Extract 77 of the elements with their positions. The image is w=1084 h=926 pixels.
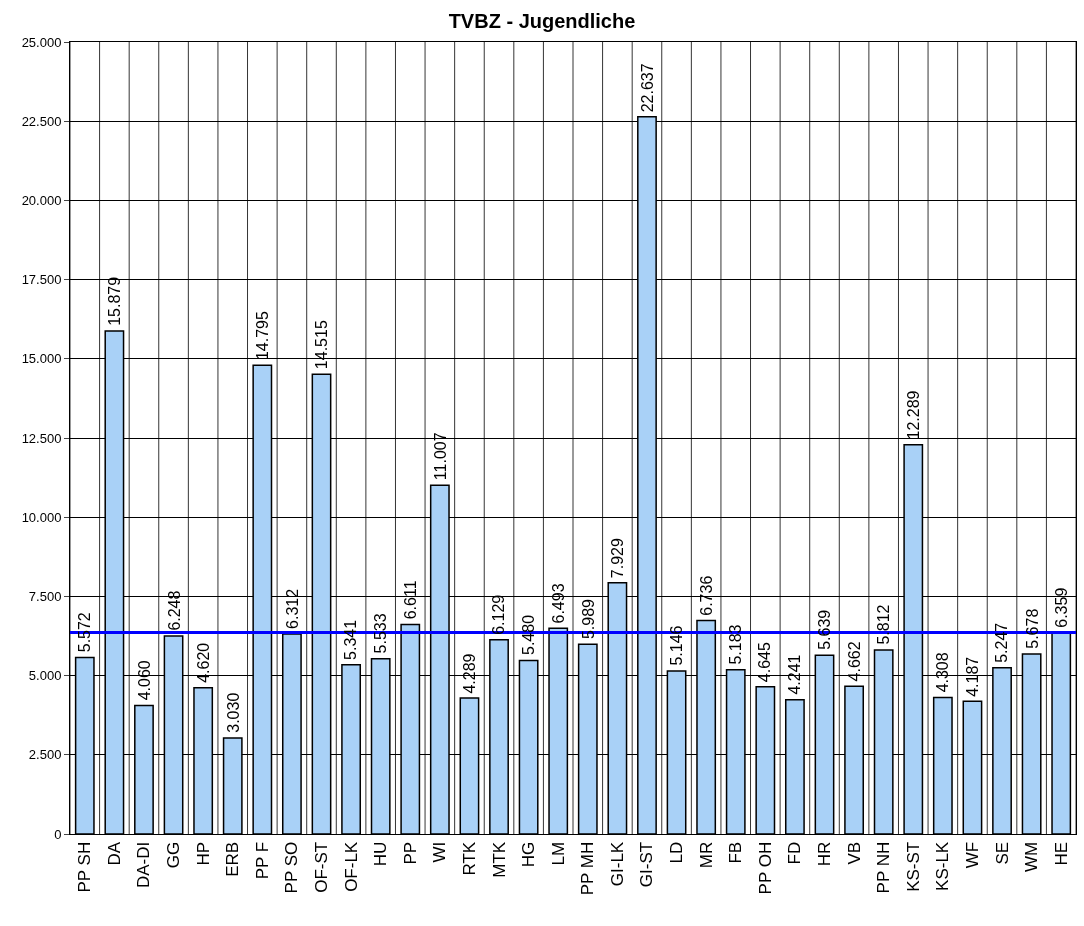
data-label: 3.030 <box>224 692 242 733</box>
data-label: 5.146 <box>667 625 685 666</box>
x-tick-label: HU <box>371 841 391 867</box>
data-label: 15.879 <box>105 276 123 326</box>
x-tick-label: KS-ST <box>903 841 923 892</box>
data-label: 6.359 <box>1052 587 1070 628</box>
y-tick-label: 2.500 <box>28 747 62 763</box>
x-tick-label: LM <box>548 841 568 866</box>
data-label: 4.060 <box>135 660 153 701</box>
data-label: 6.248 <box>165 590 183 631</box>
data-label: 7.929 <box>608 538 626 579</box>
y-tick-label: 7.500 <box>28 588 62 604</box>
data-label: 6.736 <box>697 575 715 616</box>
data-label: 6.312 <box>283 588 301 629</box>
x-tick-label: OF-ST <box>312 841 332 893</box>
x-tick-label: PP MH <box>578 841 598 896</box>
x-tick-label: PP SO <box>282 841 302 894</box>
data-label: 5.533 <box>371 613 389 654</box>
x-tick-label: MR <box>696 841 716 869</box>
data-label: 5.341 <box>342 619 360 660</box>
x-tick-label: HP <box>193 841 213 866</box>
data-label: 12.289 <box>905 390 923 440</box>
y-tick-label: 25.000 <box>21 34 62 50</box>
x-tick-label: HE <box>1051 841 1071 866</box>
x-tick-label: HR <box>815 841 835 867</box>
data-label: 5.247 <box>993 622 1011 663</box>
y-tick-label: 5.000 <box>28 668 62 684</box>
x-tick-label: PP NH <box>874 841 894 894</box>
x-tick-label: WI <box>430 841 450 863</box>
x-tick-label: FB <box>726 841 746 864</box>
x-tick-label: KS-LK <box>933 841 953 891</box>
x-tick-label: DA <box>104 841 124 866</box>
data-label: 4.308 <box>934 652 952 693</box>
y-tick-label: 12.500 <box>21 430 62 446</box>
x-tick-label: HG <box>519 841 539 868</box>
x-tick-label: PP <box>400 841 420 865</box>
y-tick-label: 10.000 <box>21 509 62 525</box>
data-label: 14.795 <box>253 311 271 361</box>
data-label: 5.480 <box>520 614 538 656</box>
data-label: 4.187 <box>964 656 982 697</box>
x-tick-label: ERB <box>223 841 243 877</box>
data-label: 5.989 <box>579 598 597 640</box>
x-tick-label: SE <box>992 841 1012 865</box>
x-tick-label: FD <box>785 841 805 865</box>
data-label: 14.515 <box>312 320 330 370</box>
y-tick-label: 20.000 <box>21 192 62 208</box>
data-label: 4.620 <box>194 642 212 683</box>
data-label: 5.678 <box>1023 608 1041 649</box>
y-tick-label: 15.000 <box>21 351 62 367</box>
data-label: 5.572 <box>76 612 94 653</box>
data-label: 4.241 <box>786 654 804 695</box>
x-tick-label: DA-DI <box>134 841 154 889</box>
data-label: 22.637 <box>638 63 656 113</box>
x-tick-label: PP SH <box>75 841 95 893</box>
x-tick-label: GI-LK <box>607 841 627 887</box>
x-tick-label: OF-LK <box>341 841 361 892</box>
x-tick-label: LD <box>667 841 687 864</box>
y-tick-label: 0 <box>54 826 62 842</box>
x-tick-label: VB <box>844 841 864 865</box>
data-label: 4.289 <box>461 653 479 694</box>
x-tick-label: MTK <box>489 841 509 878</box>
x-tick-label: PP F <box>252 841 272 880</box>
data-label: 5.812 <box>874 604 892 645</box>
data-label: 6.493 <box>549 583 567 624</box>
y-tick-label: 22.500 <box>21 113 62 129</box>
x-tick-label: WF <box>962 841 982 869</box>
x-tick-label: WM <box>1022 841 1042 873</box>
x-tick-label: GI-ST <box>637 841 657 888</box>
data-label: 5.183 <box>726 624 744 665</box>
chart-title: TVBZ - Jugendliche <box>448 9 636 32</box>
data-label: 5.639 <box>816 609 834 650</box>
x-tick-label: RTK <box>459 841 479 876</box>
data-label: 6.611 <box>402 580 420 620</box>
x-tick-label: PP OH <box>755 841 775 895</box>
y-tick-label: 17.500 <box>21 272 62 288</box>
x-tick-label: GG <box>164 841 184 869</box>
data-label: 11.007 <box>431 432 449 481</box>
